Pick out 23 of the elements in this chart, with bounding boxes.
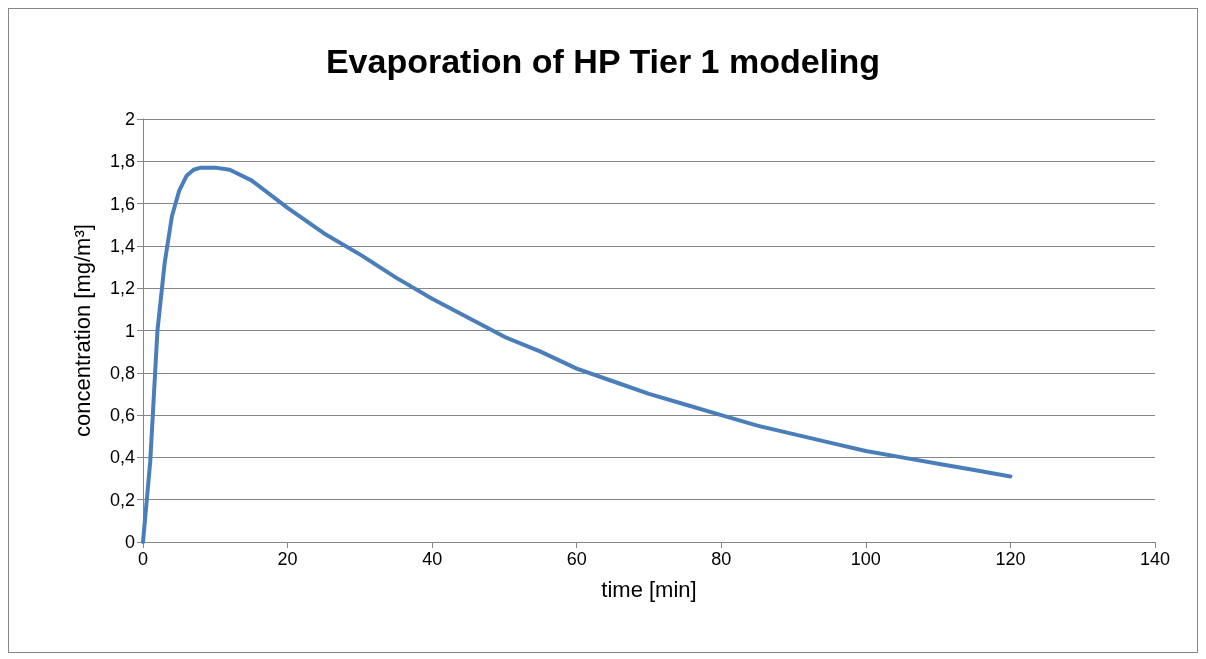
x-tick-label: 80 (711, 549, 732, 569)
y-tick-label: 0,6 (109, 405, 135, 426)
y-tick-label: 1 (124, 320, 135, 341)
y-axis-title: concentration [mg/m³] (69, 224, 95, 437)
x-tick-label: 120 (995, 549, 1026, 569)
y-tick-label: 0,8 (109, 362, 135, 383)
y-tick-label: 0,4 (109, 447, 135, 468)
x-tick-label: 20 (277, 549, 298, 569)
x-axis-title: time [min] (601, 576, 697, 602)
y-tick-label: 0 (124, 532, 135, 552)
x-tick-label: 0 (137, 549, 149, 569)
y-tick-label: 1,6 (109, 193, 135, 214)
chart-title: Evaporation of HP Tier 1 modeling (325, 42, 881, 80)
x-tick-label: 60 (566, 549, 587, 569)
y-tick-label: 2 (124, 109, 135, 129)
y-tick-label: 1,8 (109, 151, 135, 172)
x-tick-label: 140 (1139, 549, 1171, 569)
y-tick-label: 0,2 (109, 489, 135, 510)
y-tick-label: 1,4 (109, 235, 135, 256)
x-tick-label: 100 (850, 549, 881, 569)
line-series (141, 165, 1013, 544)
x-tick-label: 40 (422, 549, 443, 569)
y-tick-label: 1,2 (109, 278, 135, 299)
